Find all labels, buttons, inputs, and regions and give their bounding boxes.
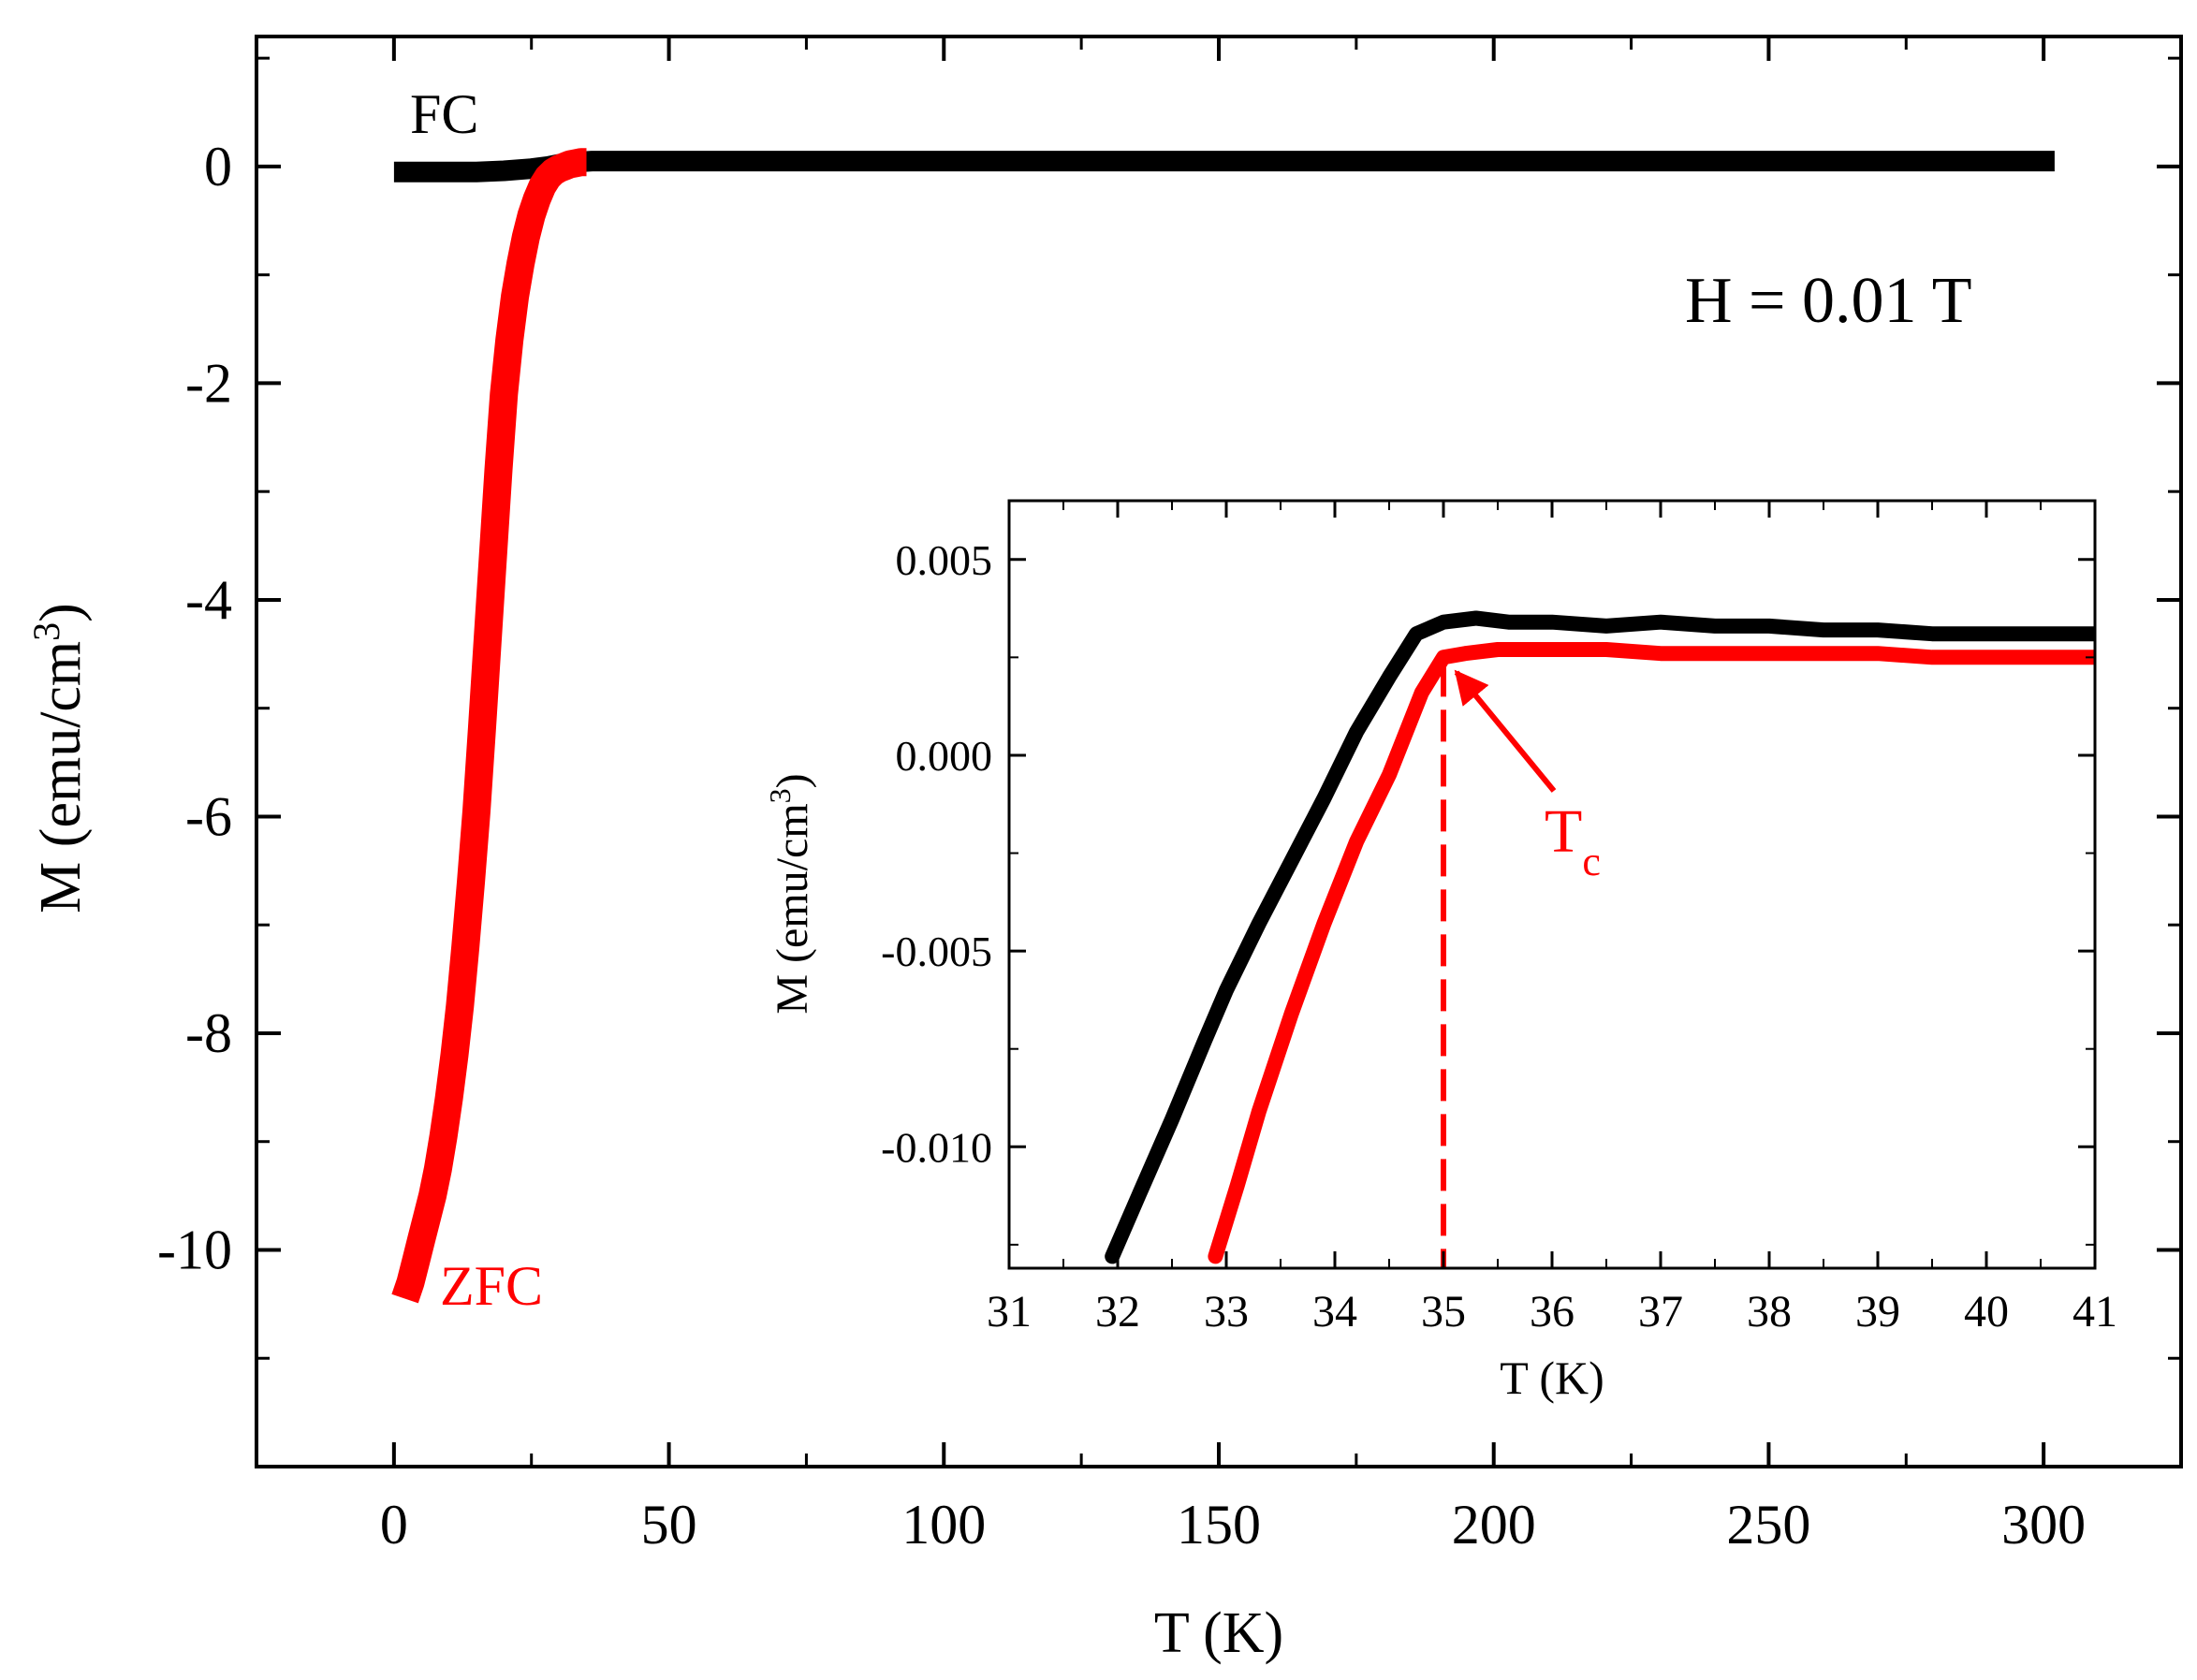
inset-x-tick-label: 36 <box>1530 1287 1575 1337</box>
inset-x-tick-label: 38 <box>1747 1287 1792 1337</box>
inset-x-tick-label: 41 <box>2073 1287 2117 1337</box>
main-x-tick-label: 200 <box>1452 1494 1536 1556</box>
inset-x-tick-label: 40 <box>1964 1287 2009 1337</box>
main-x-tick-label: 250 <box>1726 1494 1810 1556</box>
tc-label-sub: c <box>1582 839 1601 884</box>
inset-y-axis-title-sup: 3 <box>763 788 797 803</box>
inset-y-ticks: 0.005 0.000 -0.005 -0.010 <box>881 536 2095 1246</box>
main-series-fc <box>393 151 2055 183</box>
main-y-tick-label: -8 <box>185 1002 232 1064</box>
main-y-ticks: 0 -2 -4 -6 -8 -10 <box>157 56 2181 1360</box>
inset-series <box>1105 610 2095 1264</box>
inset-tc-marker <box>1441 665 1557 1268</box>
inset-x-tick-label: 39 <box>1855 1287 1900 1337</box>
main-y-tick-label: -10 <box>157 1219 232 1280</box>
inset-y-tick-label: 0.005 <box>896 536 993 584</box>
main-y-tick-label: 0 <box>204 136 232 197</box>
inset-series-group <box>1105 610 2095 1264</box>
inset-series-zfc <box>1208 642 2095 1264</box>
main-y-axis-title-close: ) <box>29 603 93 622</box>
inset-y-tick-label: 0.000 <box>896 732 993 780</box>
inset-y-axis-title: M (emu/cm3) <box>763 773 817 1014</box>
main-x-tick-label: 50 <box>641 1494 697 1556</box>
main-x-tick-label: 150 <box>1177 1494 1261 1556</box>
main-y-axis-title-main: M (emu/cm <box>29 641 93 913</box>
main-x-ticks: 0 50 100 150 200 250 300 <box>255 37 2183 1556</box>
inset-y-axis-title-main: M (emu/cm <box>768 803 817 1014</box>
inset-y-axis-title-close: ) <box>768 773 817 788</box>
main-series <box>391 148 2055 1304</box>
tc-label-main: T <box>1545 797 1582 866</box>
main-x-tick-label: 300 <box>2001 1494 2086 1556</box>
inset-y-tick-label: -0.010 <box>881 1123 992 1171</box>
main-y-tick-label: -2 <box>185 352 232 414</box>
main-y-axis-title: M (emu/cm3) <box>25 603 94 913</box>
inset-x-tick-label: 34 <box>1312 1287 1357 1337</box>
main-x-tick-label: 0 <box>380 1494 408 1556</box>
fc-label: FC <box>410 83 478 145</box>
main-y-axis-title-sup: 3 <box>25 622 67 641</box>
main-y-tick-label: -4 <box>185 569 232 631</box>
inset-x-ticks: 31 32 33 34 35 36 37 38 39 40 41 <box>987 501 2117 1337</box>
main-x-tick-label: 100 <box>901 1494 986 1556</box>
inset-x-tick-label: 33 <box>1204 1287 1249 1337</box>
inset-plot: 31 32 33 34 35 36 37 38 39 40 41 0.005 0.000 -0.005 -… <box>763 499 2117 1404</box>
inset-series-fc <box>1105 610 2095 1264</box>
inset-x-tick-label: 32 <box>1095 1287 1140 1337</box>
main-series-zfc <box>391 148 595 1304</box>
inset-x-tick-label: 35 <box>1421 1287 1466 1337</box>
inset-x-tick-label: 31 <box>987 1287 1032 1337</box>
main-y-tick-label: -6 <box>185 785 232 847</box>
zfc-label: ZFC <box>440 1255 543 1317</box>
inset-y-tick-label: -0.005 <box>881 928 992 975</box>
inset-x-tick-label: 37 <box>1638 1287 1683 1337</box>
tc-arrow <box>1454 669 1557 793</box>
main-plot: 0 50 100 150 200 250 300 0 -2 -4 -6 -8 -10 T (K) M … <box>25 35 2183 1665</box>
field-annotation: H = 0.01 T <box>1685 265 1972 337</box>
main-x-axis-title: T (K) <box>1154 1601 1283 1665</box>
tc-label: Tc <box>1545 797 1601 884</box>
inset-x-axis-title: T (K) <box>1500 1351 1604 1404</box>
